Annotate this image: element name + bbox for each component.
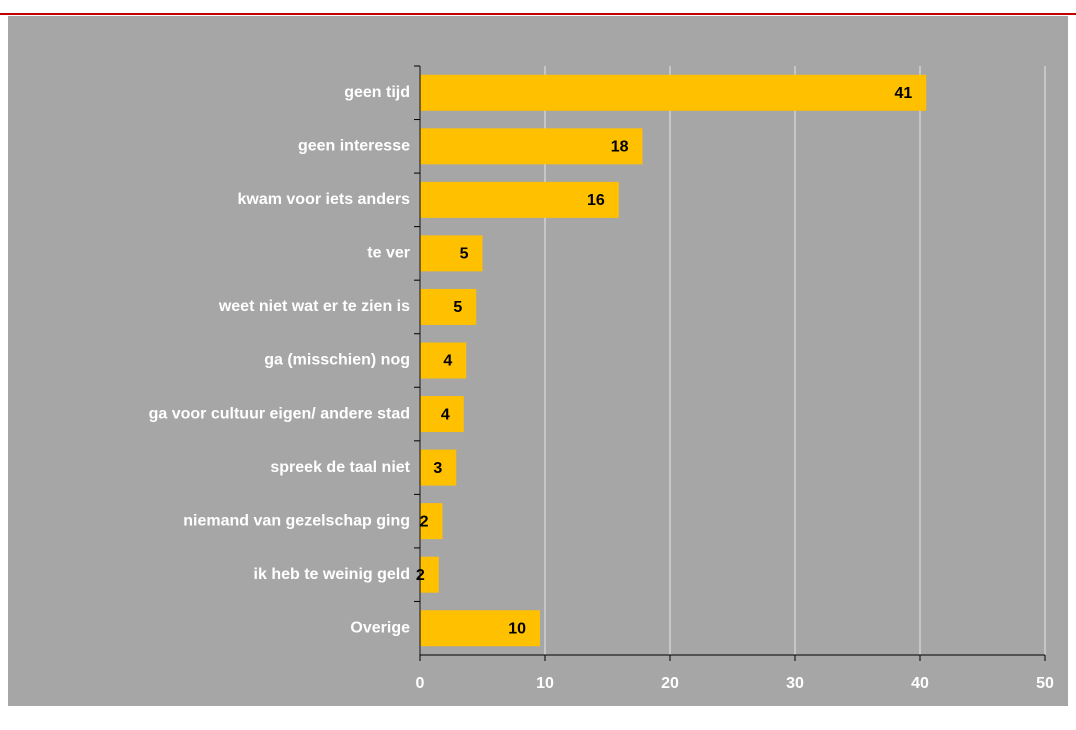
y-tick-label: geen tijd xyxy=(344,84,410,101)
bar xyxy=(420,74,927,111)
value-label: 5 xyxy=(453,299,462,316)
bar xyxy=(420,235,483,272)
bar xyxy=(420,181,619,218)
x-tick-label: 10 xyxy=(536,675,554,692)
bar xyxy=(420,610,540,647)
y-tick-label: spreek de taal niet xyxy=(270,459,410,476)
value-label: 10 xyxy=(508,620,526,637)
bar xyxy=(420,449,457,486)
bar xyxy=(420,556,439,593)
y-tick-label: Overige xyxy=(350,619,410,636)
x-tick-label: 20 xyxy=(661,675,679,692)
value-label: 41 xyxy=(894,85,912,102)
y-tick-label: te ver xyxy=(367,245,410,262)
y-tick-label: ga voor cultuur eigen/ andere stad xyxy=(149,405,410,422)
value-label: 4 xyxy=(443,353,452,370)
y-tick-label: niemand van gezelschap ging xyxy=(183,512,410,529)
value-label: 5 xyxy=(460,246,469,263)
bar xyxy=(420,396,464,433)
y-tick-label: kwam voor iets anders xyxy=(237,191,410,208)
x-tick-label: 30 xyxy=(786,675,804,692)
value-label: 16 xyxy=(587,192,605,209)
y-tick-label: weet niet wat er te zien is xyxy=(218,298,410,315)
value-label: 4 xyxy=(441,406,450,423)
x-tick-label: 40 xyxy=(911,675,929,692)
x-tick-label: 0 xyxy=(416,675,425,692)
value-label: 2 xyxy=(420,513,429,530)
bar xyxy=(420,128,643,165)
bar xyxy=(420,342,467,379)
y-tick-label: ik heb te weinig geld xyxy=(254,566,410,583)
bar xyxy=(420,288,477,325)
y-tick-label: ga (misschien) nog xyxy=(264,352,410,369)
bar xyxy=(420,503,443,540)
value-label: 3 xyxy=(433,460,442,477)
value-label: 18 xyxy=(611,139,629,156)
y-tick-label: geen interesse xyxy=(298,138,410,155)
x-tick-label: 50 xyxy=(1036,675,1054,692)
panel xyxy=(8,16,1068,706)
